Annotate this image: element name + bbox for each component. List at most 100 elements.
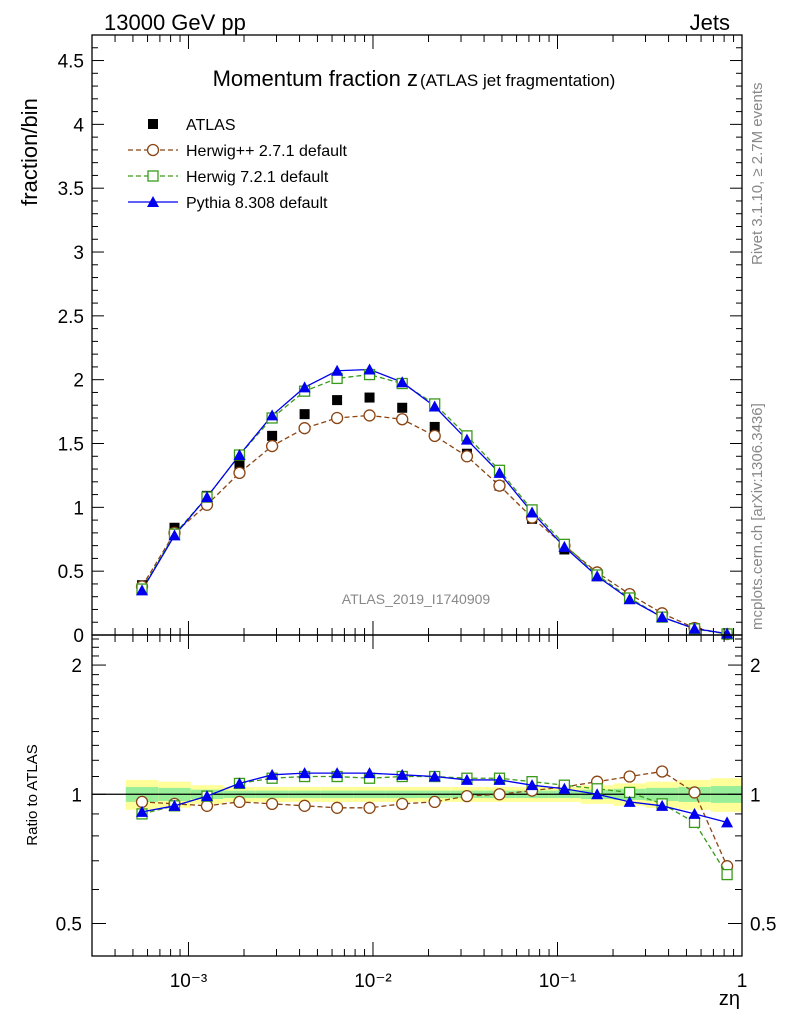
ratio-0-point bbox=[623, 770, 636, 783]
ratio-2-point bbox=[493, 773, 506, 785]
series-3-point bbox=[298, 381, 311, 393]
series-3-point bbox=[460, 433, 473, 445]
series-3-point bbox=[233, 449, 246, 460]
ratio-2-point bbox=[656, 799, 669, 811]
y-tick-label: 4.5 bbox=[58, 52, 84, 73]
legend: ATLAS Herwig++ 2.7.1 default Herwig 7.2.… bbox=[128, 117, 348, 212]
series-3-point bbox=[396, 376, 409, 388]
mcplots-label: mcplots.cern.ch [arXiv:1306.3436] bbox=[749, 403, 766, 630]
main-subtitle: (ATLAS jet fragmentation) bbox=[420, 71, 615, 90]
series-3-point bbox=[331, 364, 344, 376]
ratio-2-point bbox=[396, 768, 409, 780]
x-axis-label: zη bbox=[719, 988, 740, 1010]
ratio-2-point bbox=[623, 795, 636, 807]
y-tick-label: 3.5 bbox=[58, 179, 84, 200]
y-tick-label: 2 bbox=[73, 371, 84, 392]
ratio-0-point bbox=[688, 786, 701, 799]
ratio-0-point bbox=[298, 799, 311, 812]
series-1-point bbox=[298, 422, 311, 435]
legend-label-pythia: Pythia 8.308 default bbox=[186, 195, 328, 212]
series-3-point bbox=[591, 570, 604, 582]
legend-marker bbox=[148, 119, 158, 129]
ratio-0-point bbox=[493, 788, 506, 801]
ratio-2-point bbox=[298, 767, 311, 779]
series-3-point bbox=[428, 400, 441, 412]
ratio-2-point bbox=[168, 799, 181, 811]
rivet-label: Rivet 3.1.10, ≥ 2.7M events bbox=[749, 83, 766, 266]
ratio-2-point bbox=[200, 790, 213, 802]
energy-label: 13000 GeV pp bbox=[104, 10, 246, 35]
x-tick-label: 1 bbox=[737, 971, 748, 992]
ratio-frame bbox=[91, 634, 743, 957]
main-marks bbox=[135, 363, 734, 641]
series-1-point bbox=[493, 479, 506, 492]
legend-marker bbox=[147, 170, 159, 182]
legend-marker bbox=[146, 143, 160, 157]
ratio-y-tick-label: 0.5 bbox=[56, 914, 82, 935]
ratio-2-point bbox=[688, 807, 701, 819]
legend-label-herwigpp: Herwig++ 2.7.1 default bbox=[186, 143, 348, 160]
ratio-2-point bbox=[526, 779, 539, 791]
series-1-point bbox=[233, 466, 246, 480]
ratio-y-tick-label: 1 bbox=[750, 785, 761, 806]
ratio-0-point bbox=[135, 795, 149, 809]
series-3-point bbox=[623, 593, 636, 605]
ratio-2-point bbox=[136, 805, 149, 817]
ratio-0-point bbox=[265, 797, 279, 810]
ratio-0-point bbox=[460, 790, 474, 803]
ratio-2-point bbox=[460, 773, 473, 785]
x-tick-label: 10⁻² bbox=[354, 971, 392, 992]
ratio-2-point bbox=[558, 782, 571, 794]
ratio-0-point bbox=[330, 801, 344, 814]
ratio-1-point bbox=[721, 868, 733, 881]
ratio-2-point bbox=[266, 768, 279, 780]
series-0-point bbox=[234, 460, 245, 471]
series-3-point bbox=[526, 506, 539, 518]
series-0-point bbox=[364, 392, 375, 403]
legend-label-atlas: ATLAS bbox=[186, 117, 236, 134]
ratio-2-point bbox=[331, 767, 344, 779]
main-axes: 0 0.5 1 1.5 2 2.5 3 3.5 4 4.5 bbox=[58, 34, 743, 647]
x-tick-label: 10⁻¹ bbox=[539, 971, 577, 992]
main-panel: 0 0.5 1 1.5 2 2.5 3 3.5 4 4.5 Momentum fraction z… bbox=[17, 34, 743, 647]
legend-label-herwig7: Herwig 7.2.1 default bbox=[186, 169, 329, 186]
legend-marker bbox=[147, 196, 159, 207]
series-3-point bbox=[688, 622, 701, 634]
ratio-0-point bbox=[655, 765, 669, 778]
y-tick-label: 1.5 bbox=[58, 435, 84, 456]
series-3-point bbox=[493, 466, 506, 478]
ratio-2-point bbox=[233, 777, 246, 789]
y-tick-label: 1 bbox=[73, 498, 84, 519]
series-3-point bbox=[136, 584, 149, 596]
series-0-point bbox=[299, 409, 310, 420]
series-3-point bbox=[558, 540, 571, 552]
series-3-point bbox=[200, 491, 213, 503]
ratio-y-tick-label: 0.5 bbox=[750, 914, 776, 935]
y-tick-label: 4 bbox=[73, 115, 84, 136]
ratio-marks bbox=[92, 765, 742, 881]
ratio-y-tick-label: 2 bbox=[71, 656, 82, 677]
series-1-point bbox=[428, 429, 441, 443]
series-3-point bbox=[656, 611, 669, 623]
ratio-0-point bbox=[396, 797, 409, 810]
main-ylabel: fraction/bin bbox=[17, 98, 42, 206]
series-0-point bbox=[429, 421, 440, 432]
ratio-0-point bbox=[363, 801, 376, 814]
series-3-point bbox=[266, 409, 279, 421]
y-tick-label: 2.5 bbox=[58, 307, 84, 328]
series-1-point bbox=[396, 413, 409, 426]
series-3-point bbox=[168, 529, 181, 541]
ratio-y-tick-label: 1 bbox=[71, 785, 82, 806]
ratio-ylabel: Ratio to ATLAS bbox=[24, 744, 41, 845]
ratio-0-point bbox=[428, 795, 441, 809]
ratio-2-point bbox=[363, 767, 376, 779]
watermark: ATLAS_2019_I1740909 bbox=[342, 591, 491, 607]
series-0-point bbox=[332, 395, 343, 406]
series-1-point bbox=[265, 439, 279, 453]
ratio-0-point bbox=[200, 799, 214, 812]
ratio-panel: 10⁻³ 10⁻² 10⁻¹ 1 0.5 0.5 1 1 2 2 Ratio to ATLAS bbox=[24, 634, 776, 992]
ratio-y-tick-label: 2 bbox=[750, 656, 761, 677]
y-tick-label: 0.5 bbox=[58, 562, 84, 583]
series-0-point bbox=[267, 430, 278, 441]
